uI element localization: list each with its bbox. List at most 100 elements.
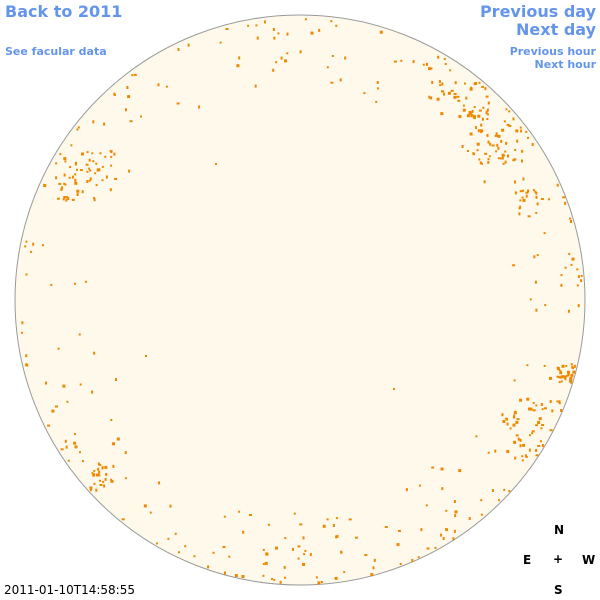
facula-dot bbox=[207, 565, 210, 569]
facula-dot bbox=[473, 82, 476, 86]
facula-dot bbox=[25, 240, 28, 243]
facula-dot bbox=[110, 479, 114, 483]
facula-dot bbox=[71, 175, 74, 179]
facula-dot bbox=[297, 545, 301, 548]
facula-dot bbox=[487, 158, 490, 161]
facula-dot bbox=[486, 133, 489, 137]
facula-dot bbox=[570, 363, 573, 366]
facula-dot bbox=[249, 514, 252, 516]
facula-dot bbox=[125, 108, 127, 112]
facula-dot bbox=[527, 215, 531, 218]
facula-dot bbox=[65, 196, 69, 199]
facula-dot bbox=[272, 68, 275, 72]
facula-dot bbox=[420, 528, 423, 532]
facula-dot bbox=[462, 108, 466, 112]
facula-dot bbox=[364, 554, 368, 556]
compass-north: N bbox=[554, 523, 565, 537]
facula-dot bbox=[436, 97, 440, 101]
facula-dot bbox=[528, 448, 531, 452]
facula-dot bbox=[543, 364, 546, 367]
facula-dot bbox=[441, 82, 444, 86]
facula-dot bbox=[88, 167, 91, 170]
facula-dot bbox=[503, 488, 506, 491]
facula-dot bbox=[534, 280, 537, 284]
back-to-year-link[interactable]: Back to 2011 bbox=[5, 2, 123, 21]
facula-dot bbox=[426, 62, 428, 66]
previous-hour-link[interactable]: Previous hour bbox=[509, 45, 596, 58]
facula-dot bbox=[50, 283, 53, 286]
facula-dot bbox=[91, 390, 94, 394]
facula-dot bbox=[55, 176, 58, 180]
facula-dot bbox=[458, 115, 462, 118]
facula-dot bbox=[97, 462, 100, 466]
facula-dot bbox=[131, 74, 134, 77]
facula-dot bbox=[540, 427, 543, 430]
facula-dot bbox=[297, 557, 300, 560]
facula-dot bbox=[332, 524, 335, 527]
facula-dot bbox=[439, 84, 442, 87]
facula-dot bbox=[482, 85, 484, 88]
facula-dot bbox=[187, 43, 190, 47]
facula-dot bbox=[470, 111, 473, 115]
facula-dot bbox=[247, 24, 250, 27]
facula-dot bbox=[535, 308, 538, 312]
facula-dot bbox=[475, 82, 478, 85]
facula-dot bbox=[513, 379, 516, 382]
facula-dot bbox=[452, 537, 455, 541]
facula-dot bbox=[517, 437, 520, 441]
facula-dot bbox=[482, 106, 485, 109]
facula-dot bbox=[529, 434, 531, 437]
facula-dot bbox=[304, 549, 307, 552]
facula-dot bbox=[198, 105, 201, 109]
facula-dot bbox=[21, 321, 24, 325]
facula-dot bbox=[279, 580, 282, 584]
facula-dot bbox=[477, 129, 480, 133]
facula-dot bbox=[506, 450, 510, 453]
facula-dot bbox=[556, 375, 560, 378]
facula-dot bbox=[241, 575, 245, 578]
facula-dot bbox=[532, 401, 535, 404]
facula-dot bbox=[193, 555, 196, 558]
facula-dot bbox=[475, 435, 478, 438]
facula-dot bbox=[529, 298, 532, 301]
next-hour-link[interactable]: Next hour bbox=[534, 58, 597, 71]
facula-dot bbox=[372, 566, 375, 570]
facula-dot bbox=[330, 20, 333, 23]
facula-dot bbox=[437, 55, 440, 59]
facula-dot bbox=[303, 553, 306, 556]
facula-dot bbox=[126, 86, 129, 89]
facula-dot bbox=[169, 504, 172, 508]
facula-dot bbox=[354, 536, 358, 539]
facula-dot bbox=[124, 451, 127, 455]
facula-dot bbox=[521, 149, 524, 153]
facula-dot bbox=[99, 479, 102, 482]
facula-dot bbox=[379, 30, 383, 34]
facula-dot bbox=[68, 176, 71, 179]
facula-dot bbox=[89, 177, 92, 181]
facula-dot bbox=[525, 194, 528, 198]
facula-dot bbox=[564, 201, 567, 205]
previous-day-link[interactable]: Previous day bbox=[479, 2, 596, 21]
see-facular-data-link[interactable]: See facular data bbox=[5, 45, 107, 58]
facula-dot bbox=[174, 532, 177, 535]
facula-dot bbox=[442, 537, 445, 540]
facula-dot bbox=[487, 451, 490, 454]
facula-dot bbox=[540, 403, 543, 406]
facula-dot bbox=[577, 304, 580, 308]
facula-dot bbox=[326, 518, 329, 521]
next-day-link[interactable]: Next day bbox=[516, 20, 596, 39]
facula-dot bbox=[568, 380, 572, 383]
facula-dot bbox=[533, 255, 536, 259]
facula-dot bbox=[62, 384, 66, 388]
facula-dot bbox=[532, 409, 536, 412]
facula-dot bbox=[61, 186, 64, 190]
facula-dot bbox=[98, 470, 101, 474]
facula-dot bbox=[236, 64, 240, 68]
facula-dot bbox=[429, 67, 433, 70]
facula-dot bbox=[549, 400, 552, 403]
facula-dot bbox=[25, 273, 28, 276]
facula-dot bbox=[262, 548, 265, 551]
facula-dot bbox=[527, 189, 530, 193]
facula-dot bbox=[454, 514, 457, 518]
facula-dot bbox=[143, 504, 147, 508]
